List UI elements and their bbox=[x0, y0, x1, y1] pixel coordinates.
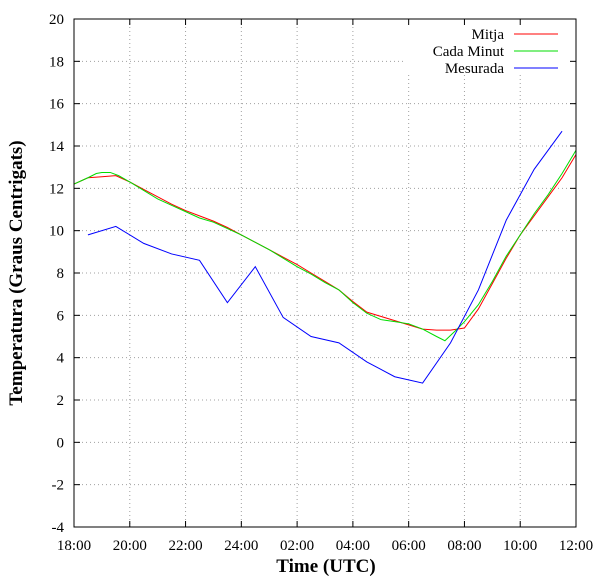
series-line-cada-minut bbox=[73, 149, 577, 342]
y-tick-label: -4 bbox=[52, 520, 65, 536]
y-tick-label: 10 bbox=[49, 224, 64, 240]
x-tick-label: 08:00 bbox=[447, 538, 481, 554]
x-tick-label: 18:00 bbox=[57, 538, 91, 554]
y-tick-label: 4 bbox=[57, 351, 65, 367]
x-tick-label: 20:00 bbox=[113, 538, 147, 554]
legend-label: Cada Minut bbox=[433, 44, 505, 60]
y-tick-label: 12 bbox=[49, 181, 64, 197]
y-tick-label: 6 bbox=[57, 308, 65, 324]
y-tick-label: 14 bbox=[49, 139, 65, 155]
y-tick-label: 20 bbox=[49, 12, 64, 28]
legend-label: Mesurada bbox=[445, 61, 504, 77]
frame-layer bbox=[73, 18, 577, 528]
y-tick-label: 0 bbox=[57, 435, 65, 451]
legend-label: Mitja bbox=[472, 27, 505, 43]
x-tick-label: 22:00 bbox=[168, 538, 202, 554]
series-layer bbox=[73, 130, 577, 384]
x-tick-label: 10:00 bbox=[503, 538, 537, 554]
series-line-mitja bbox=[73, 154, 577, 331]
x-axis-label: Time (UTC) bbox=[276, 556, 375, 576]
x-tick-label: 04:00 bbox=[336, 538, 370, 554]
grid-layer bbox=[74, 19, 576, 527]
y-tick-label: -2 bbox=[52, 478, 65, 494]
y-tick-label: 16 bbox=[49, 97, 65, 113]
y-tick-label: 2 bbox=[57, 393, 65, 409]
y-tick-label: 8 bbox=[57, 266, 65, 282]
plot-frame bbox=[73, 18, 577, 528]
series-line-mesurada bbox=[87, 130, 563, 384]
x-tick-label: 24:00 bbox=[224, 538, 258, 554]
x-tick-label: 06:00 bbox=[392, 538, 426, 554]
y-tick-label: 18 bbox=[49, 54, 64, 70]
y-axis-label: Temperatura (Graus Centrigats) bbox=[6, 140, 27, 405]
x-tick-label: 02:00 bbox=[280, 538, 314, 554]
tick-layer: -4 -2 0 2 4 6 8 10 12 14 16 18 20 18:00 20:00 22:00 24:0… bbox=[49, 12, 593, 554]
x-tick-label: 12:00 bbox=[559, 538, 593, 554]
